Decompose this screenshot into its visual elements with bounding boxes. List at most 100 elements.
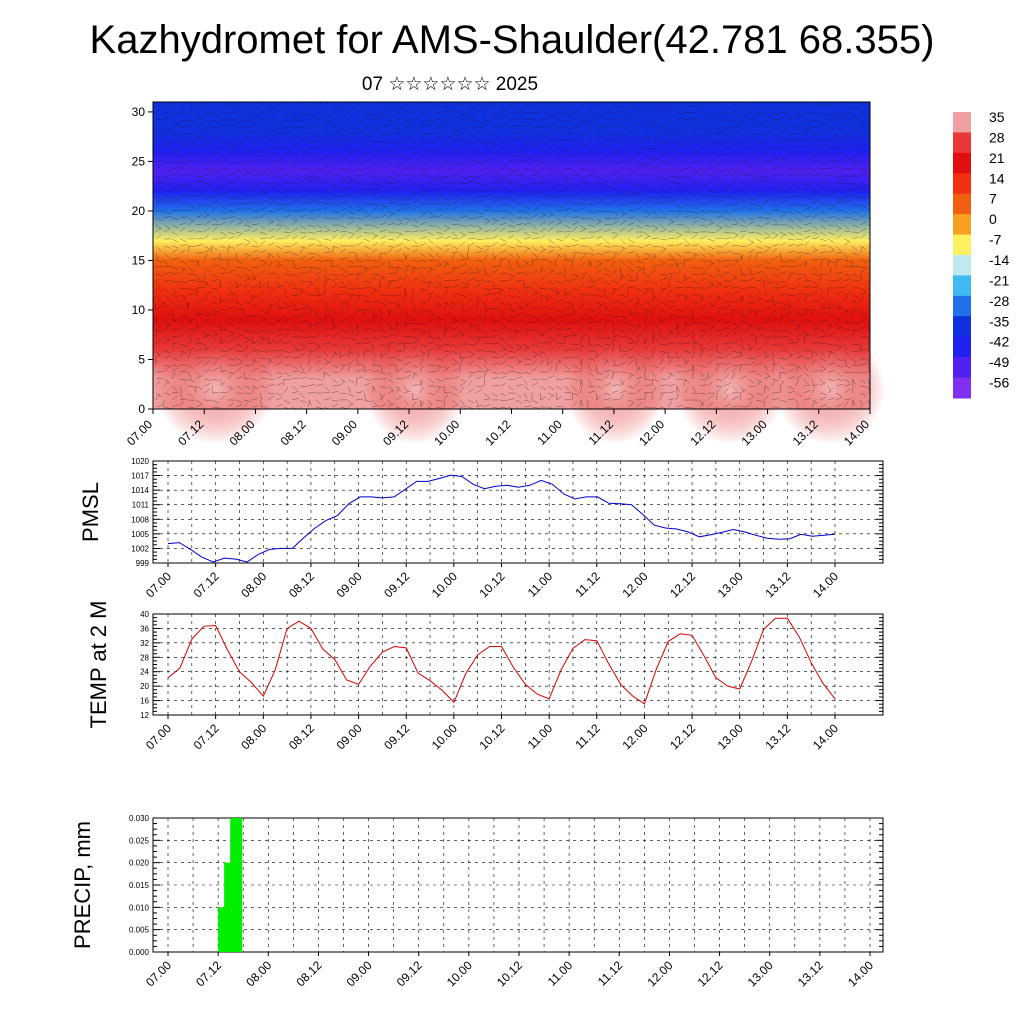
colorbar-swatch — [953, 336, 971, 358]
precip-panel-ytick-label: 0.025 — [129, 836, 150, 845]
heatmap-xtick-label: 07.00 — [124, 417, 155, 448]
heatmap-ytick-label: 5 — [138, 352, 145, 366]
heatmap-ytick-label: 0 — [138, 402, 145, 416]
precip-panel-xtick-label: 09.00 — [344, 958, 375, 989]
heatmap-xtick-label: 09.00 — [329, 417, 360, 448]
temp-panel-ylabel: TEMP at 2 M — [86, 601, 111, 729]
temp-panel: 12 16 20 24 28 32 36 40 07.00 07.12 08.00 08.12 09.0… — [86, 601, 884, 752]
pmsl-panel-xtick-label: 07.12 — [191, 569, 222, 600]
colorbar-label: -56 — [989, 375, 1009, 391]
colorbar-label: -21 — [989, 272, 1009, 288]
temp-panel-xtick-label: 10.12 — [476, 721, 507, 752]
precip-panel-ytick-label: 0.010 — [129, 903, 150, 912]
warm-core — [365, 334, 465, 444]
colorbar-label: 35 — [989, 109, 1005, 125]
pmsl-panel-ytick-label: 1002 — [131, 544, 149, 553]
colorbar-label: 7 — [989, 191, 997, 207]
pmsl-panel-ytick-label: 1020 — [131, 457, 149, 466]
heatmap-ytick-label: 20 — [132, 204, 146, 218]
colorbar-swatch — [953, 193, 971, 215]
temp-panel-frame — [152, 613, 884, 716]
wind-barbs — [155, 102, 870, 409]
temp-panel-xtick-label: 11.00 — [525, 721, 556, 752]
temp-panel-xtick-label: 13.12 — [762, 721, 793, 752]
pmsl-panel-xtick-label: 14.00 — [810, 569, 841, 600]
precip-panel-xtick-label: 13.12 — [795, 958, 826, 989]
precip-panel-xtick-label: 07.12 — [193, 958, 224, 989]
colorbar-swatch — [953, 152, 971, 174]
pmsl-panel: 999 1002 1005 1008 1011 1014 1017 1020 07.00 07.1… — [78, 457, 884, 600]
colorbar-swatch — [953, 173, 971, 195]
warm-core — [565, 334, 665, 444]
temp-panel-grid — [153, 613, 883, 716]
temp-panel-ytick-label: 36 — [140, 624, 149, 633]
temp-panel-xtick-label: 10.00 — [429, 721, 460, 752]
colorbar-label: -35 — [989, 313, 1009, 329]
pmsl-panel-grid — [153, 460, 883, 564]
pmsl-panel-ytick-label: 1011 — [132, 501, 150, 510]
pmsl-panel-xtick-label: 07.00 — [143, 569, 174, 600]
temp-panel-series-line — [167, 617, 836, 705]
pmsl-panel-xtick-label: 10.12 — [476, 569, 507, 600]
colorbar-swatch — [953, 357, 971, 379]
warm-core — [675, 334, 785, 444]
precip-panel-xtick-label: 09.12 — [394, 958, 425, 989]
pmsl-panel-ytick-label: 1008 — [131, 515, 149, 524]
precip-panel: 0.000 0.005 0.010 0.015 0.020 0.025 0.030 07.00… — [70, 814, 884, 989]
pmsl-panel-ytick-label: 1005 — [131, 530, 149, 539]
temp-panel-ytick-label: 24 — [140, 668, 149, 677]
pmsl-panel-xtick-label: 12.00 — [619, 569, 650, 600]
pmsl-panel-ytick-label: 1017 — [131, 472, 149, 481]
precip-panel-xtick-label: 07.00 — [143, 958, 174, 989]
temp-panel-xtick-label: 07.00 — [143, 721, 174, 752]
pmsl-panel-xtick-label: 11.12 — [572, 569, 603, 600]
pmsl-panel-xtick-label: 12.12 — [667, 569, 698, 600]
precip-panel-xtick-label: 11.12 — [595, 958, 626, 989]
temp-panel-xtick-label: 09.00 — [334, 721, 365, 752]
pmsl-panel-xtick-label: 09.12 — [381, 569, 412, 600]
colorbar-swatch — [953, 255, 971, 276]
precip-panel-xtick-label: 12.00 — [644, 958, 675, 989]
colorbar-label: -42 — [989, 334, 1009, 350]
pmsl-panel-xtick-label: 13.00 — [715, 569, 746, 600]
colorbar-swatch — [953, 112, 971, 133]
temp-panel-ytick-label: 12 — [140, 711, 149, 720]
pmsl-panel-xtick-label: 11.00 — [525, 569, 556, 600]
precip-panel-ytick-label: 0.000 — [129, 948, 150, 957]
pmsl-panel-xtick-label: 09.00 — [334, 569, 365, 600]
precip-panel-grid — [153, 817, 883, 953]
warm-core — [775, 334, 885, 444]
colorbar-swatch — [953, 377, 971, 399]
pmsl-panel-ytick-label: 999 — [136, 559, 150, 568]
precip-panel-xtick-label: 11.00 — [545, 958, 576, 989]
precip-panel-xtick-label: 13.00 — [745, 958, 776, 989]
heatmap-xtick-label: 10.12 — [482, 417, 513, 448]
colorbar-label: 21 — [989, 150, 1005, 166]
chart-title: Kazhydromet for AMS-Shaulder(42.781 68.3… — [89, 18, 935, 62]
heatmap-xtick-label: 11.00 — [534, 417, 565, 448]
precip-panel-ylabel: PRECIP, mm — [70, 821, 95, 949]
colorbar-swatch — [953, 316, 971, 338]
colorbar-swatch — [953, 295, 971, 317]
precip-panel-xtick-label: 12.12 — [695, 958, 726, 989]
colorbar-label: 0 — [989, 211, 997, 227]
temp-panel-ytick-label: 32 — [140, 639, 149, 648]
precip-panel-xtick-label: 08.00 — [243, 958, 274, 989]
temp-panel-xtick-label: 11.12 — [572, 721, 603, 752]
pmsl-panel-xtick-label: 08.12 — [286, 569, 317, 600]
heatmap-ytick-label: 10 — [132, 303, 146, 317]
precip-panel-ytick-label: 0.005 — [129, 926, 150, 935]
heatmap-ytick-label: 15 — [132, 253, 146, 267]
colorbar-swatch — [953, 132, 971, 154]
colorbar-label: -7 — [989, 232, 1002, 248]
precip-panel-xtick-label: 14.00 — [845, 958, 876, 989]
colorbar-swatch — [953, 234, 971, 256]
colorbar-swatch — [953, 214, 971, 236]
colorbar-label: 28 — [989, 129, 1005, 145]
colorbar-label: -14 — [989, 252, 1009, 268]
precip-panel-bar — [230, 818, 243, 952]
temp-panel-xtick-label: 09.12 — [381, 721, 412, 752]
chart-subtitle: 07 ☆☆☆☆☆☆ 2025 — [361, 74, 539, 95]
